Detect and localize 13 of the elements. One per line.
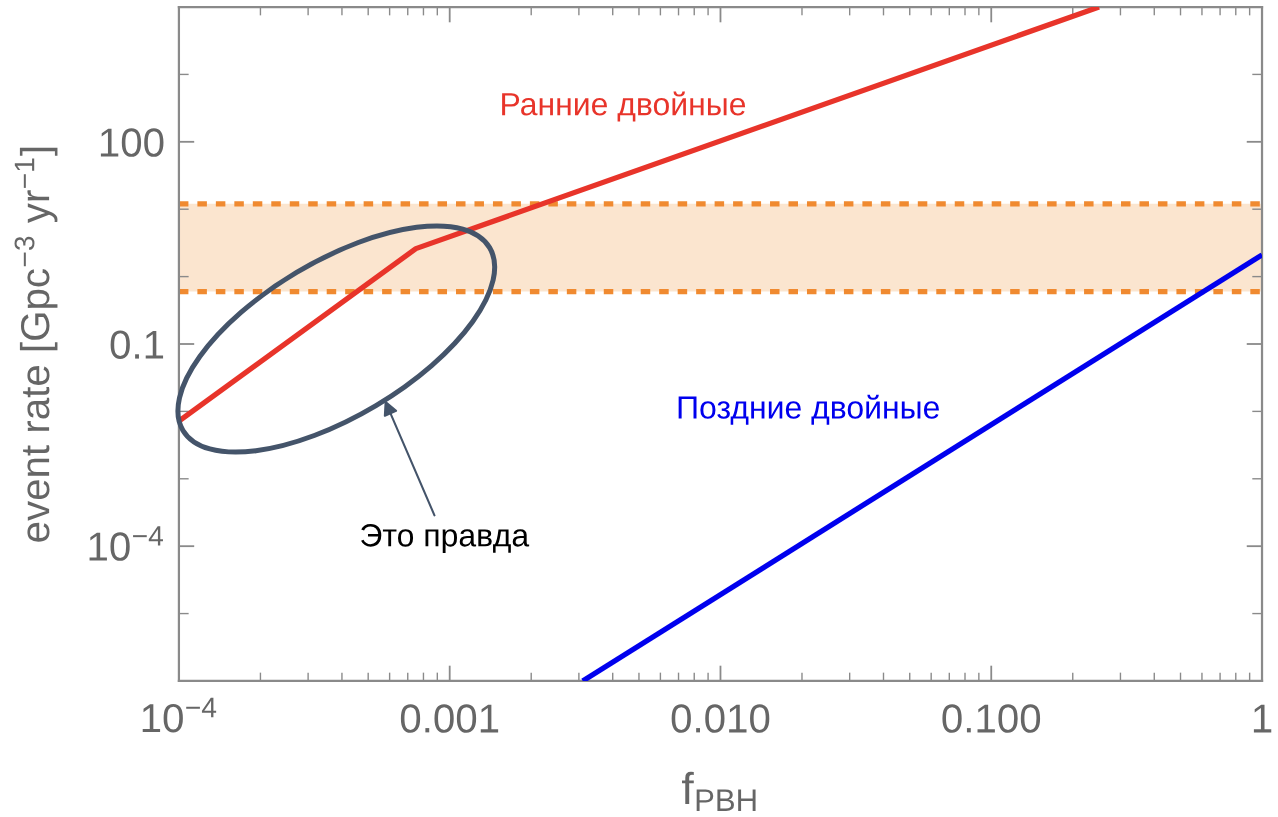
x-tick-label: 1 <box>1253 704 1272 733</box>
y-tick-label: 100 <box>100 128 164 157</box>
x-tick-label: 0.010 <box>671 704 770 733</box>
x-tick-label: 0.100 <box>942 704 1041 733</box>
series-label: Поздние двойные <box>678 394 939 425</box>
y-axis-title: event rate [Gpc$^{−3}$ yr$^{−1}$] <box>14 147 58 542</box>
y-tick-label: 0.1 <box>110 330 164 359</box>
series-label: Ранние двойные <box>502 91 746 122</box>
x-tick-label: 0.001 <box>400 704 499 733</box>
x-axis-title: f$_{PBH}$ <box>681 771 756 811</box>
x-tick-label: 10$^{−4}$ <box>142 697 217 733</box>
annotation: Это правда <box>361 524 530 553</box>
y-tick-label: 10$^{−4}$ <box>89 526 163 561</box>
